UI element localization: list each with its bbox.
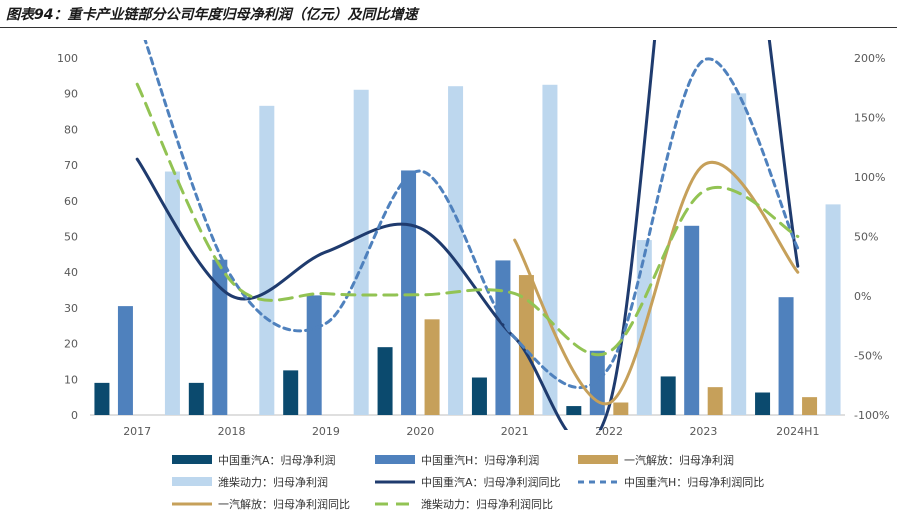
line-series bbox=[513, 160, 800, 406]
y-left-tick-label: 10 bbox=[64, 373, 78, 386]
axes: 0 10 20 30 40 50 60 70 80 90 100 -100% -50% 0% 50% 100%… bbox=[57, 52, 889, 438]
chart-title: 图表94：重卡产业链部分公司年度归母净利润（亿元）及同比增速 bbox=[6, 7, 418, 23]
y-right-tick-label: 200% bbox=[854, 52, 885, 65]
legend: 中国重汽A：归母净利润 中国重汽H：归母净利润 一汽解放：归母净利润潍柴动力：归母净… bbox=[172, 453, 764, 511]
legend-label: 中国重汽A：归母净利润同比 bbox=[421, 475, 561, 489]
legend-label: 中国重汽H：归母净利润同比 bbox=[624, 475, 764, 489]
legend-swatch bbox=[172, 455, 212, 464]
y-left-tick-label: 90 bbox=[64, 88, 78, 101]
bar bbox=[259, 105, 275, 415]
bar bbox=[212, 259, 228, 415]
bar bbox=[448, 86, 464, 415]
bar bbox=[401, 170, 417, 415]
y-left-tick-label: 100 bbox=[57, 52, 78, 65]
bar bbox=[495, 260, 511, 415]
x-tick-label: 2018 bbox=[218, 425, 246, 438]
y-left-tick-label: 40 bbox=[64, 266, 78, 279]
y-left-tick-label: 30 bbox=[64, 302, 78, 315]
bar bbox=[707, 387, 723, 415]
bar bbox=[684, 225, 700, 415]
bar bbox=[778, 297, 794, 415]
legend-label: 一汽解放：归母净利润 bbox=[624, 453, 734, 467]
x-tick-label: 2021 bbox=[501, 425, 529, 438]
bar bbox=[377, 347, 393, 415]
bar bbox=[518, 275, 534, 415]
bar bbox=[94, 382, 110, 415]
y-right-tick-label: 50% bbox=[854, 231, 878, 244]
line-series bbox=[135, 82, 800, 357]
legend-swatch bbox=[172, 477, 212, 486]
bar bbox=[306, 295, 322, 415]
legend-label: 潍柴动力：归母净利润 bbox=[218, 475, 328, 489]
bar bbox=[566, 406, 582, 415]
bar bbox=[802, 397, 818, 415]
y-left-tick-label: 60 bbox=[64, 195, 78, 208]
bar bbox=[825, 204, 841, 415]
x-tick-label: 2020 bbox=[406, 425, 434, 438]
bar bbox=[755, 392, 771, 415]
title-rule bbox=[0, 27, 897, 28]
x-tick-label: 2022 bbox=[595, 425, 623, 438]
x-tick-label: 2023 bbox=[689, 425, 717, 438]
legend-swatch bbox=[578, 455, 618, 464]
bar bbox=[660, 376, 676, 415]
y-right-tick-label: 100% bbox=[854, 171, 885, 184]
x-tick-label: 2024H1 bbox=[776, 425, 819, 438]
y-right-tick-label: 0% bbox=[854, 290, 871, 303]
y-right-tick-label: -100% bbox=[854, 409, 889, 422]
line-series bbox=[143, 40, 800, 390]
y-right-tick-label: -50% bbox=[854, 350, 882, 363]
bars bbox=[94, 84, 841, 416]
x-tick-label: 2017 bbox=[123, 425, 151, 438]
x-tick-label: 2019 bbox=[312, 425, 340, 438]
legend-label: 中国重汽A：归母净利润 bbox=[218, 453, 336, 467]
y-left-tick-label: 80 bbox=[64, 123, 78, 136]
bar bbox=[188, 382, 204, 415]
y-right-tick-label: 150% bbox=[854, 112, 885, 125]
bar bbox=[117, 306, 133, 415]
y-left-tick-label: 70 bbox=[64, 159, 78, 172]
bar bbox=[353, 89, 369, 415]
line-series bbox=[135, 40, 800, 430]
bar bbox=[542, 84, 558, 416]
y-left-tick-label: 50 bbox=[64, 231, 78, 244]
y-left-tick-label: 20 bbox=[64, 338, 78, 351]
bar bbox=[424, 319, 440, 415]
legend-swatch bbox=[375, 455, 415, 464]
bar bbox=[471, 377, 487, 415]
legend-label: 潍柴动力：归母净利润同比 bbox=[421, 497, 553, 511]
bar bbox=[613, 402, 629, 415]
bar bbox=[283, 370, 299, 415]
bar bbox=[731, 93, 747, 415]
legend-label: 一汽解放：归母净利润同比 bbox=[218, 497, 350, 511]
legend-label: 中国重汽H：归母净利润 bbox=[421, 453, 539, 467]
lines bbox=[135, 40, 800, 430]
y-left-tick-label: 0 bbox=[71, 409, 78, 422]
bar bbox=[164, 171, 180, 415]
